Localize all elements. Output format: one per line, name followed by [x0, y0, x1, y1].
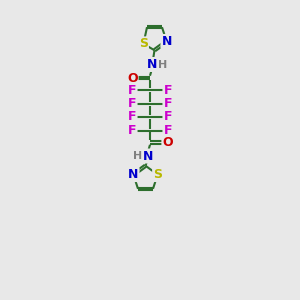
- Text: O: O: [127, 71, 138, 85]
- Text: H: H: [133, 151, 142, 161]
- Text: F: F: [128, 97, 136, 110]
- Text: F: F: [128, 83, 136, 97]
- Text: F: F: [164, 110, 172, 124]
- Text: F: F: [164, 97, 172, 110]
- Text: S: S: [153, 168, 162, 181]
- Text: N: N: [161, 35, 172, 48]
- Text: N: N: [142, 149, 153, 163]
- Text: H: H: [158, 59, 167, 70]
- Text: F: F: [128, 110, 136, 124]
- Text: S: S: [139, 38, 148, 50]
- Text: F: F: [128, 124, 136, 137]
- Text: N: N: [147, 58, 158, 71]
- Text: O: O: [162, 136, 173, 149]
- Text: F: F: [164, 124, 172, 137]
- Text: F: F: [164, 83, 172, 97]
- Text: N: N: [128, 168, 139, 181]
